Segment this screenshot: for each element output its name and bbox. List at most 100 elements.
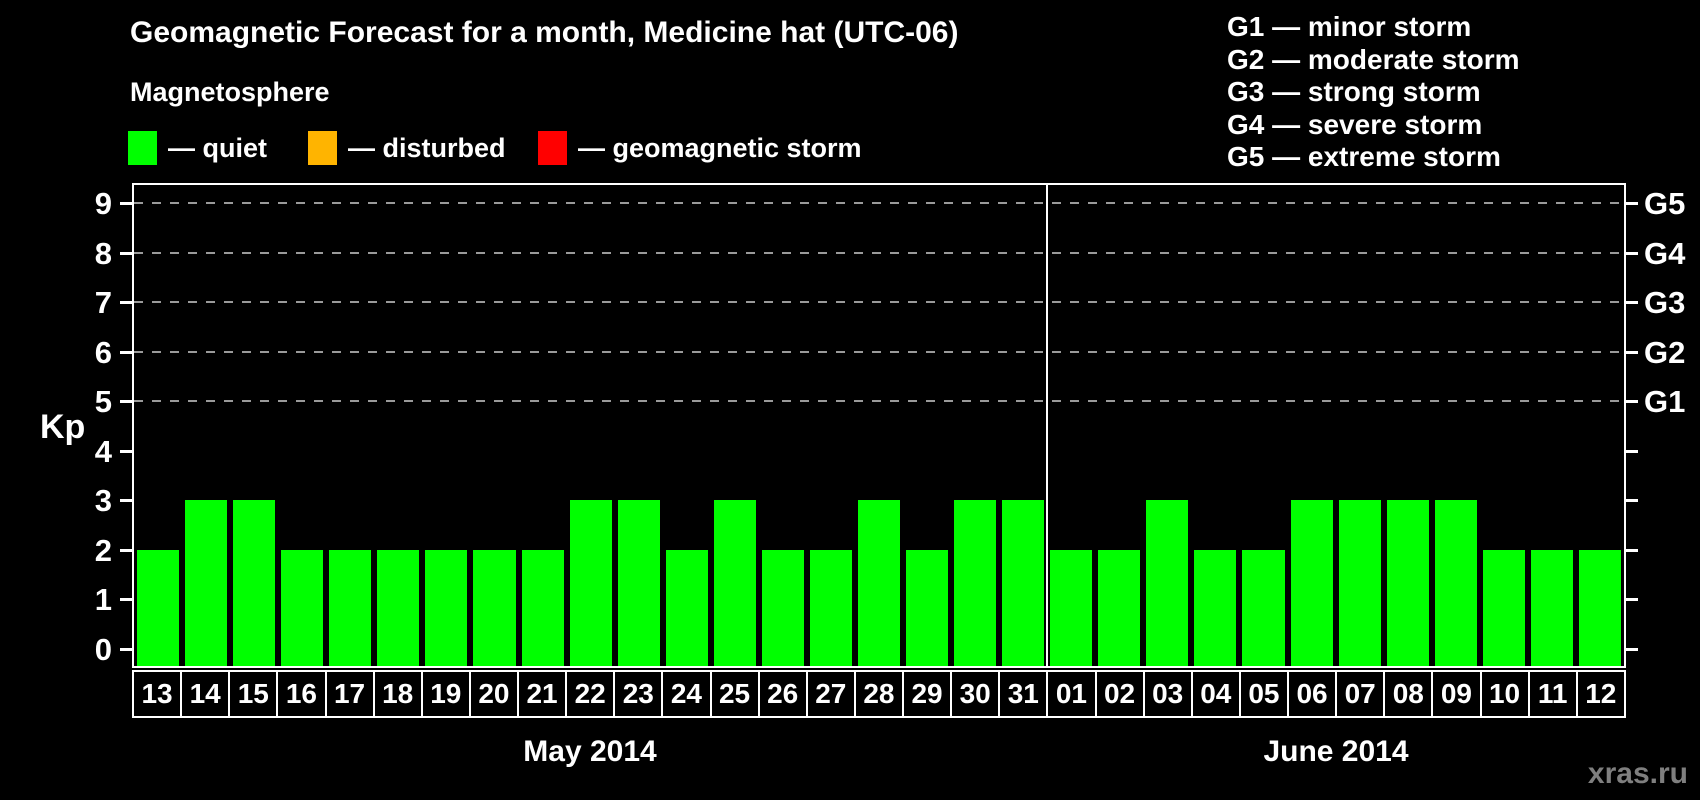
day-label-03: 03 — [1142, 672, 1191, 716]
kp-bar-day-05 — [1242, 549, 1285, 666]
kp-bar-day-17 — [329, 549, 372, 666]
day-label-09: 09 — [1431, 672, 1479, 716]
day-label-20: 20 — [468, 672, 517, 716]
y-tick-right-4 — [1626, 449, 1638, 453]
y-tick-right-0 — [1626, 647, 1638, 651]
kp-bar-day-23 — [617, 500, 660, 666]
plot-area — [132, 183, 1626, 668]
day-label-24: 24 — [661, 672, 709, 716]
day-label-21: 21 — [517, 672, 565, 716]
y-tick-right-8 — [1626, 251, 1638, 255]
y-tick-right-1 — [1626, 598, 1638, 602]
y-tick-right-2 — [1626, 548, 1638, 552]
legend-item-disturbed: — disturbed — [308, 131, 506, 165]
y-tick-label-3: 3 — [94, 483, 112, 519]
kp-bar-day-26 — [761, 549, 804, 666]
g-label-G2: G2 — [1644, 334, 1686, 370]
watermark: xras.ru — [1587, 757, 1688, 790]
legend-item-quiet: — quiet — [128, 131, 267, 165]
kp-bar-day-19 — [425, 549, 468, 666]
kp-bar-day-12 — [1578, 549, 1621, 666]
day-label-27: 27 — [805, 672, 854, 716]
kp-bar-day-21 — [521, 549, 564, 666]
y-tick-left-2 — [120, 548, 132, 552]
kp-bar-day-20 — [473, 549, 516, 666]
day-label-12: 12 — [1575, 672, 1624, 716]
day-label-30: 30 — [950, 672, 998, 716]
kp-bar-day-01 — [1050, 549, 1093, 666]
g-scale-line-g1: G1 — minor storm — [1227, 11, 1472, 42]
g-label-G3: G3 — [1644, 285, 1686, 321]
y-tick-right-3 — [1626, 499, 1638, 503]
y-tick-left-6 — [120, 350, 132, 354]
day-label-11: 11 — [1527, 672, 1576, 716]
kp-bar-day-27 — [809, 549, 852, 666]
day-label-06: 06 — [1287, 672, 1335, 716]
day-label-26: 26 — [757, 672, 806, 716]
kp-bar-day-13 — [137, 549, 180, 666]
y-tick-left-8 — [120, 251, 132, 255]
kp-bar-day-28 — [857, 500, 901, 666]
kp-bar-day-10 — [1482, 549, 1525, 666]
y-tick-label-8: 8 — [94, 235, 112, 271]
gridline-kp-5 — [134, 400, 1624, 403]
day-label-04: 04 — [1190, 672, 1239, 716]
kp-bar-day-24 — [665, 549, 708, 666]
disturbed-color-swatch — [308, 131, 337, 165]
day-label-17: 17 — [324, 672, 373, 716]
y-tick-left-0 — [120, 647, 132, 651]
day-label-18: 18 — [372, 672, 421, 716]
day-axis-row: 13 14 15 16 17 18 19 20 21 22 23 24 25 26 27 28 29 30 31 01… — [132, 670, 1626, 718]
legend-label-disturbed: — disturbed — [348, 132, 506, 163]
legend-label-quiet: — quiet — [168, 132, 267, 163]
g-label-G5: G5 — [1644, 186, 1686, 222]
y-tick-label-9: 9 — [94, 186, 112, 222]
page-title: Geomagnetic Forecast for a month, Medici… — [130, 16, 959, 49]
day-label-25: 25 — [709, 672, 758, 716]
day-label-10: 10 — [1479, 672, 1528, 716]
day-label-28: 28 — [853, 672, 902, 716]
y-tick-label-7: 7 — [94, 285, 112, 321]
y-tick-label-4: 4 — [94, 433, 112, 469]
month-caption-june: June 2014 — [1263, 735, 1409, 768]
kp-bar-day-02 — [1098, 549, 1141, 666]
y-tick-left-9 — [120, 202, 132, 206]
gridline-kp-6 — [134, 350, 1624, 353]
day-label-16: 16 — [276, 672, 324, 716]
gridline-kp-7 — [134, 301, 1624, 304]
storm-color-swatch — [538, 131, 567, 165]
g-scale-line-g2: G2 — moderate storm — [1227, 43, 1520, 75]
y-tick-right-5 — [1626, 400, 1638, 404]
g-scale-legend: G1 — minor storm G2 — moderate storm G3 … — [1227, 11, 1520, 174]
day-label-13: 13 — [141, 678, 173, 709]
kp-bar-day-04 — [1194, 549, 1237, 666]
kp-bar-day-08 — [1386, 500, 1429, 666]
kp-bar-day-16 — [281, 549, 324, 666]
day-label-31: 31 — [998, 672, 1046, 716]
day-label-19: 19 — [420, 672, 469, 716]
day-label-01: 01 — [1046, 672, 1094, 716]
month-divider — [1046, 185, 1049, 666]
kp-bar-day-11 — [1530, 549, 1573, 666]
y-tick-label-1: 1 — [94, 582, 112, 618]
y-tick-right-6 — [1626, 350, 1638, 354]
day-label-22: 22 — [565, 672, 613, 716]
kp-bar-day-22 — [569, 500, 612, 666]
y-tick-left-7 — [120, 301, 132, 305]
kp-bar-day-31 — [1002, 500, 1045, 666]
quiet-color-swatch — [128, 131, 157, 165]
y-tick-right-7 — [1626, 301, 1638, 305]
y-tick-label-6: 6 — [94, 334, 112, 370]
legend-title: Magnetosphere — [130, 77, 330, 107]
kp-bar-day-18 — [377, 549, 420, 666]
kp-bar-day-06 — [1290, 500, 1333, 666]
day-label-02: 02 — [1094, 672, 1143, 716]
y-tick-left-4 — [120, 449, 132, 453]
y-tick-left-3 — [120, 499, 132, 503]
g-label-G1: G1 — [1644, 384, 1686, 420]
y-tick-left-5 — [120, 400, 132, 404]
y-tick-label-0: 0 — [94, 631, 112, 667]
kp-bar-day-14 — [185, 500, 228, 666]
kp-bar-day-30 — [954, 500, 997, 666]
